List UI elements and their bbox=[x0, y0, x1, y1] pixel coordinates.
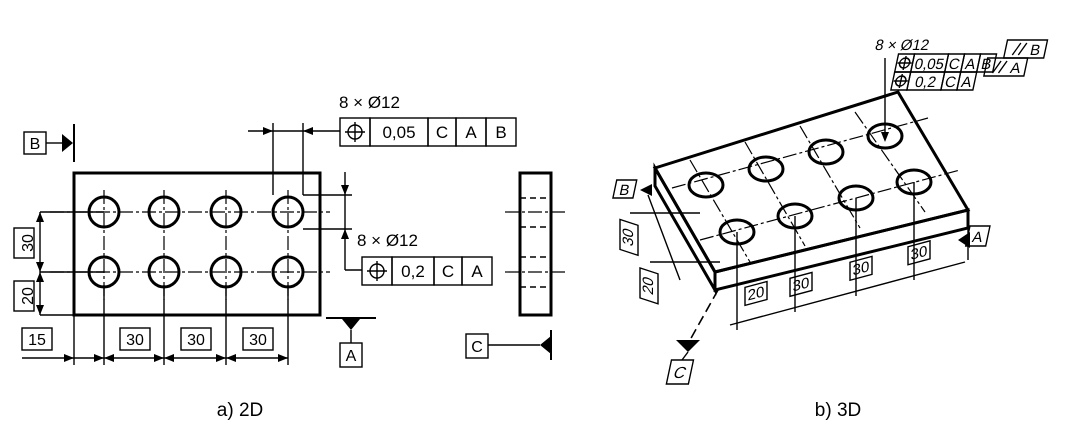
svg-text:0,2: 0,2 bbox=[913, 74, 937, 91]
svg-text:20: 20 bbox=[640, 275, 657, 297]
svg-text:A: A bbox=[346, 348, 357, 365]
dim-label: 30 bbox=[20, 234, 37, 252]
svg-text:A: A bbox=[465, 123, 477, 142]
datum-c-3d: C bbox=[665, 289, 719, 385]
svg-text:30: 30 bbox=[911, 243, 928, 264]
svg-text:A: A bbox=[1009, 60, 1023, 77]
side-view-2d: C bbox=[465, 171, 566, 360]
svg-text:A: A bbox=[971, 229, 985, 246]
datum-triangle-icon bbox=[640, 184, 652, 196]
svg-text:B: B bbox=[618, 182, 632, 199]
svg-text:B: B bbox=[1028, 42, 1042, 59]
hole bbox=[209, 195, 243, 229]
svg-text:A: A bbox=[963, 56, 977, 73]
parallelism-icon bbox=[991, 60, 1002, 74]
hole bbox=[147, 195, 181, 229]
holes-2d bbox=[87, 195, 305, 289]
hole-callout: 8 × Ø12 bbox=[874, 37, 931, 54]
datum-label: B bbox=[30, 136, 41, 153]
datum-triangle-icon bbox=[540, 336, 551, 354]
dims-left-3d: 30 20 bbox=[619, 194, 720, 305]
callout-3d: 8 × Ø12 0,05 C A B B bbox=[874, 37, 1049, 91]
datum-b-2d: B bbox=[23, 124, 75, 162]
dims-bottom-3d: 20 30 30 30 bbox=[729, 182, 966, 330]
parallelism-icon bbox=[1011, 42, 1022, 56]
datum-b-3d: B bbox=[612, 179, 638, 199]
svg-text:B: B bbox=[495, 123, 506, 142]
svg-text:30: 30 bbox=[853, 258, 870, 279]
svg-text:C: C bbox=[943, 74, 957, 91]
dim-label: 30 bbox=[249, 332, 267, 349]
svg-text:C: C bbox=[442, 262, 454, 281]
datum-triangle-icon bbox=[676, 340, 700, 352]
svg-text:0,05: 0,05 bbox=[382, 123, 415, 142]
datum-triangle-icon bbox=[62, 134, 73, 152]
hole-callout: 8 × Ø12 bbox=[339, 93, 400, 112]
callout-2-2d: 8 × Ø12 0,2 C A bbox=[303, 172, 493, 286]
datum-triangle-icon bbox=[958, 232, 970, 248]
dim-label: 20 bbox=[20, 287, 37, 305]
callout-1-2d: 8 × Ø12 0,05 C A B bbox=[248, 93, 517, 195]
dims-vertical-2d: 30 20 bbox=[13, 211, 104, 316]
svg-text:C: C bbox=[471, 339, 483, 356]
svg-text:30: 30 bbox=[620, 226, 637, 248]
view-3d: 8 × Ø12 0,05 C A B B bbox=[612, 37, 1049, 421]
svg-text:C: C bbox=[947, 56, 961, 73]
dim-label: 30 bbox=[187, 332, 205, 349]
datum-a-2d: A bbox=[326, 317, 376, 368]
svg-text:A: A bbox=[960, 74, 974, 91]
dim-label: 30 bbox=[126, 332, 144, 349]
hole bbox=[271, 195, 305, 229]
svg-text:C: C bbox=[672, 364, 688, 382]
caption-2d: a) 2D bbox=[217, 400, 263, 421]
datum-a-3d: A bbox=[958, 225, 991, 260]
svg-text:C: C bbox=[436, 123, 448, 142]
caption-3d: b) 3D bbox=[815, 400, 861, 421]
view-2d: B 30 20 bbox=[13, 93, 566, 421]
svg-text:30: 30 bbox=[793, 274, 810, 295]
svg-text:20: 20 bbox=[748, 283, 765, 304]
svg-text:0,05: 0,05 bbox=[913, 56, 946, 73]
dims-horizontal-2d: 15 30 30 30 bbox=[21, 285, 289, 365]
hole-callout: 8 × Ø12 bbox=[357, 231, 418, 250]
plate-outline bbox=[72, 171, 322, 317]
dim-label: 15 bbox=[28, 332, 46, 349]
datum-triangle-icon bbox=[342, 319, 360, 330]
svg-text:0,2: 0,2 bbox=[401, 262, 425, 281]
svg-text:A: A bbox=[471, 262, 483, 281]
